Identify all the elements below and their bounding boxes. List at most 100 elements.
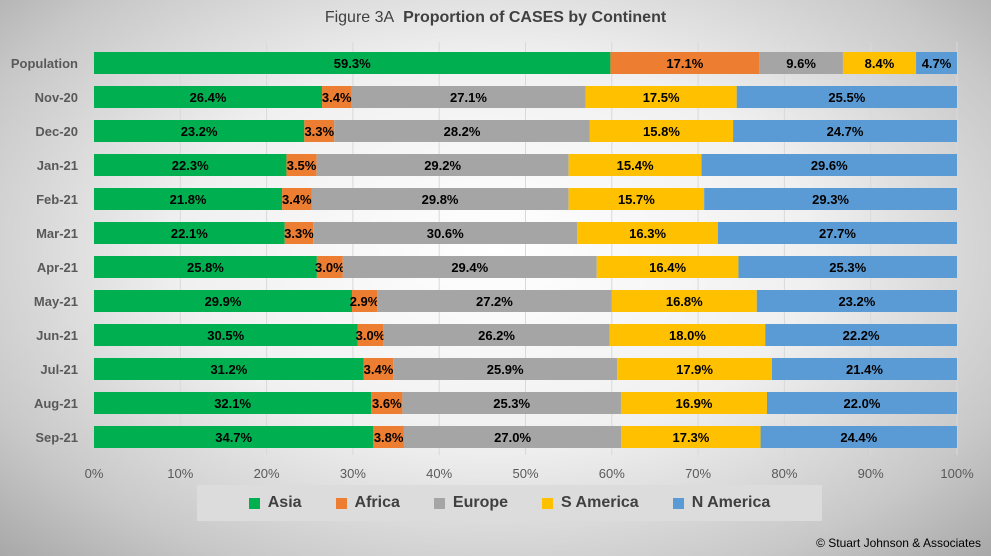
data-label: 3.6%	[372, 396, 402, 411]
data-label: 29.8%	[422, 192, 459, 207]
bar-segment-s-america	[621, 426, 761, 448]
bar-segment-europe	[759, 52, 843, 74]
bar-segment-africa	[282, 188, 312, 210]
data-label: 23.2%	[181, 124, 218, 139]
data-label: 16.3%	[629, 226, 666, 241]
x-tick-label: 30%	[340, 466, 366, 481]
category-label: Mar-21	[36, 226, 78, 241]
bar-segment-n-america	[704, 188, 957, 210]
bar-segment-europe	[351, 86, 586, 108]
bar-segment-s-america	[609, 324, 766, 346]
legend-swatch	[248, 497, 260, 509]
category-label: Feb-21	[36, 192, 78, 207]
bar-segment-africa	[363, 358, 394, 380]
bar-segment-asia	[94, 290, 353, 312]
data-label: 26.2%	[478, 328, 515, 343]
data-label: 25.3%	[493, 396, 530, 411]
legend-swatch	[542, 497, 554, 509]
legend-swatch	[335, 497, 347, 509]
data-label: 3.5%	[287, 158, 317, 173]
data-label: 3.8%	[374, 430, 404, 445]
bar-segment-asia	[94, 52, 611, 74]
data-label: 25.5%	[828, 90, 865, 105]
data-label: 3.3%	[284, 226, 314, 241]
data-label: 16.9%	[676, 396, 713, 411]
x-tick-label: 90%	[858, 466, 884, 481]
bar-segment-s-america	[611, 290, 757, 312]
legend-item: N America	[672, 494, 770, 512]
data-label: 22.1%	[171, 226, 208, 241]
bar-segment-asia	[94, 222, 285, 244]
bar-segment-n-america	[701, 154, 957, 176]
x-tick-label: 80%	[771, 466, 797, 481]
bar-segment-asia	[94, 392, 372, 414]
data-label: 15.7%	[618, 192, 655, 207]
x-tick-label: 100%	[940, 466, 974, 481]
data-label: 15.4%	[617, 158, 654, 173]
data-label: 26.4%	[190, 90, 227, 105]
bar-segment-asia	[94, 358, 364, 380]
bar-segment-europe	[311, 188, 569, 210]
legend-swatch	[672, 497, 684, 509]
bar-segment-europe	[377, 290, 612, 312]
data-label: 21.8%	[170, 192, 207, 207]
data-label: 30.6%	[427, 226, 464, 241]
bar-segment-africa	[352, 290, 378, 312]
bar-segment-n-america	[766, 392, 957, 414]
bar-segment-africa	[284, 222, 314, 244]
bar-segment-asia	[94, 120, 305, 142]
bar-segment-n-america	[765, 324, 957, 346]
bar-segment-africa	[316, 256, 343, 278]
data-label: 28.2%	[444, 124, 481, 139]
bar-segment-n-america	[760, 426, 957, 448]
data-label: 3.4%	[364, 362, 394, 377]
bar-segment-asia	[94, 426, 374, 448]
bar-segment-s-america	[617, 358, 772, 380]
data-label: 27.2%	[476, 294, 513, 309]
category-label: Apr-21	[37, 260, 78, 275]
data-label: 25.3%	[829, 260, 866, 275]
data-label: 17.5%	[643, 90, 680, 105]
data-label: 16.8%	[666, 294, 703, 309]
x-tick-label: 0%	[85, 466, 104, 481]
category-label: Population	[11, 56, 78, 71]
legend: Asia Africa Europe S America N America	[197, 485, 822, 521]
data-label: 8.4%	[865, 56, 895, 71]
data-label: 25.9%	[487, 362, 524, 377]
data-label: 15.8%	[643, 124, 680, 139]
category-label: Nov-20	[35, 90, 78, 105]
bar-segment-n-america	[738, 256, 957, 278]
data-label: 17.9%	[676, 362, 713, 377]
data-label: 27.7%	[819, 226, 856, 241]
bar-segment-n-america	[717, 222, 957, 244]
bar-segment-europe	[383, 324, 610, 346]
bar-segment-s-america	[577, 222, 718, 244]
data-label: 3.4%	[322, 90, 352, 105]
bar-segment-n-america	[733, 120, 957, 142]
data-label: 27.0%	[494, 430, 531, 445]
bar-segment-africa	[357, 324, 384, 346]
bar-segment-n-america	[736, 86, 957, 108]
data-label: 23.2%	[838, 294, 875, 309]
legend-label: Asia	[267, 494, 302, 511]
data-label: 29.9%	[205, 294, 242, 309]
data-label: 29.4%	[451, 260, 488, 275]
x-tick-label: 70%	[685, 466, 711, 481]
bar-segment-africa	[322, 86, 352, 108]
legend-label: Europe	[452, 494, 509, 511]
data-label: 59.3%	[334, 56, 371, 71]
data-label: 17.3%	[672, 430, 709, 445]
category-label: Sep-21	[35, 430, 78, 445]
bar-segment-n-america	[771, 358, 957, 380]
category-label: Aug-21	[34, 396, 78, 411]
legend-label: Africa	[354, 494, 400, 511]
bar-segment-s-america	[568, 188, 705, 210]
data-label: 34.7%	[215, 430, 252, 445]
bar-segment-africa	[610, 52, 760, 74]
x-tick-label: 50%	[512, 466, 538, 481]
bar-segment-asia	[94, 154, 287, 176]
x-tick-label: 60%	[599, 466, 625, 481]
data-label: 21.4%	[846, 362, 883, 377]
bar-segment-europe	[313, 222, 578, 244]
